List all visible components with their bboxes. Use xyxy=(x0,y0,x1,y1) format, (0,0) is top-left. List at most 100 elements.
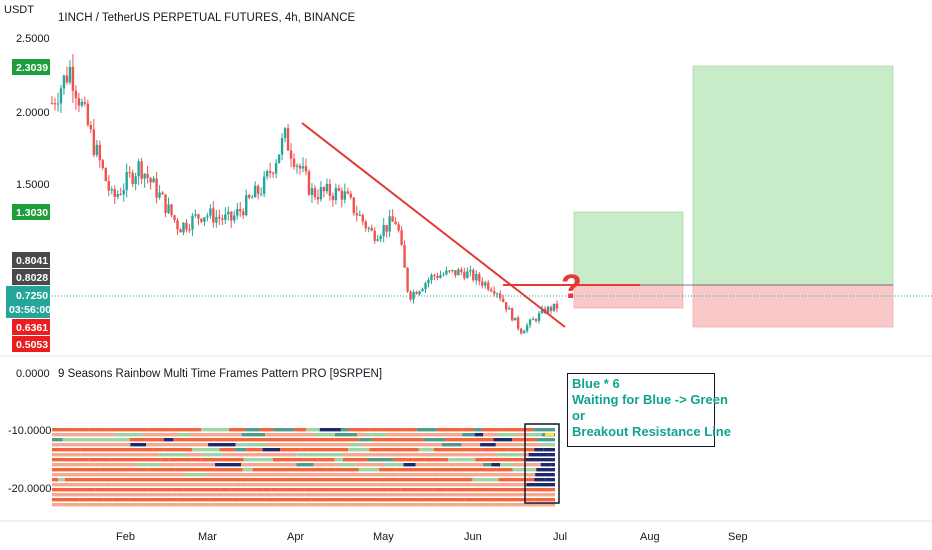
rainbow-segment xyxy=(325,458,335,462)
rainbow-segment xyxy=(215,463,242,467)
candle-body xyxy=(313,188,317,198)
candle-body xyxy=(253,185,257,198)
candle-body xyxy=(364,221,367,229)
target-zone-1[interactable] xyxy=(573,211,684,286)
candle-body xyxy=(490,289,493,292)
candle-body xyxy=(394,221,397,225)
rainbow-segment xyxy=(94,463,115,467)
rainbow-segment xyxy=(114,433,143,437)
rainbow-segment xyxy=(173,428,195,432)
time-label: Feb xyxy=(116,531,135,543)
rainbow-segment xyxy=(376,483,392,487)
rainbow-segment xyxy=(552,488,555,492)
candle-body xyxy=(131,172,134,185)
rainbow-segment xyxy=(494,498,516,502)
price-tag-0.5053: 0.5053 xyxy=(12,336,50,352)
rainbow-segment xyxy=(251,453,262,457)
rainbow-segment xyxy=(468,468,497,472)
rainbow-segment xyxy=(419,488,434,492)
candle-body xyxy=(412,292,415,300)
candle-body xyxy=(436,275,439,279)
rainbow-segment xyxy=(262,448,281,452)
rainbow-segment xyxy=(544,478,555,482)
rainbow-segment xyxy=(197,493,224,497)
rainbow-segment xyxy=(129,498,150,502)
rainbow-segment xyxy=(242,468,253,472)
annotation-line: Blue * 6 xyxy=(572,376,620,391)
annotation-line: or xyxy=(572,408,585,423)
rainbow-segment xyxy=(52,473,76,477)
rainbow-segment xyxy=(519,458,527,462)
candle-body xyxy=(53,103,57,105)
rainbow-segment xyxy=(347,493,366,497)
rainbow-segment xyxy=(121,493,149,497)
price-tick: 2.5000 xyxy=(16,33,50,45)
rainbow-segment xyxy=(418,448,434,452)
annotation-box[interactable]: Blue * 6 Waiting for Blue -> Green or Br… xyxy=(567,373,731,447)
rainbow-segment xyxy=(241,483,248,487)
rainbow-segment xyxy=(421,433,440,437)
candle-body xyxy=(433,275,436,277)
rainbow-segment xyxy=(430,473,440,477)
rainbow-segment xyxy=(308,438,316,442)
rainbow-segment xyxy=(129,438,149,442)
candle-body xyxy=(331,195,335,201)
candle-body xyxy=(301,166,305,169)
target-zone-2[interactable] xyxy=(692,65,894,286)
rainbow-segment xyxy=(456,493,477,497)
rainbow-segment xyxy=(218,468,235,472)
rainbow-segment xyxy=(415,463,441,467)
rainbow-segment xyxy=(114,463,138,467)
rainbow-segment xyxy=(342,458,367,462)
rainbow-segment xyxy=(461,503,473,507)
candle-body xyxy=(194,214,197,216)
candle-body xyxy=(409,291,412,300)
candle-body xyxy=(496,293,499,295)
rainbow-segment xyxy=(483,463,492,467)
rainbow-segment xyxy=(267,463,283,467)
rainbow-segment xyxy=(401,428,417,432)
rainbow-indicator xyxy=(52,428,555,507)
rainbow-segment xyxy=(69,463,95,467)
rainbow-segment xyxy=(482,503,490,507)
rainbow-segment xyxy=(103,498,113,502)
rainbow-segment xyxy=(187,478,215,482)
svg-text:0.7250: 0.7250 xyxy=(16,290,48,302)
rainbow-segment xyxy=(399,478,427,482)
candle-body xyxy=(403,244,406,268)
resistance-trendline[interactable] xyxy=(301,122,566,328)
rainbow-segment xyxy=(540,443,555,447)
rainbow-segment xyxy=(272,458,292,462)
rainbow-segment xyxy=(214,478,234,482)
rainbow-segment xyxy=(240,478,250,482)
rainbow-segment xyxy=(441,443,462,447)
candle-body xyxy=(466,271,469,279)
candle-body xyxy=(215,216,218,223)
candle-body xyxy=(519,328,523,334)
rainbow-segment xyxy=(308,448,333,452)
rainbow-segment xyxy=(296,453,318,457)
rainbow-segment xyxy=(495,443,513,447)
candle-body xyxy=(457,269,460,276)
stop-zone-2[interactable] xyxy=(692,284,894,328)
rainbow-segment xyxy=(52,468,74,472)
rainbow-segment xyxy=(69,493,88,497)
rainbow-segment xyxy=(110,443,131,447)
candle-body xyxy=(525,325,529,332)
rainbow-segment xyxy=(148,473,162,477)
rainbow-segment xyxy=(304,503,327,507)
rainbow-segment xyxy=(547,503,555,507)
rainbow-segment xyxy=(400,488,420,492)
candle-body xyxy=(469,269,472,272)
rainbow-segment xyxy=(479,498,495,502)
indicator-tick: -10.0000 xyxy=(8,425,51,437)
rainbow-segment xyxy=(218,458,244,462)
candle-body xyxy=(493,291,496,294)
candle-body xyxy=(370,227,373,231)
rainbow-segment xyxy=(512,443,525,447)
rainbow-segment xyxy=(536,468,555,472)
candle-body xyxy=(507,308,511,310)
rainbow-segment xyxy=(244,473,254,477)
candle-body xyxy=(334,188,338,201)
rainbow-segment xyxy=(397,473,410,477)
